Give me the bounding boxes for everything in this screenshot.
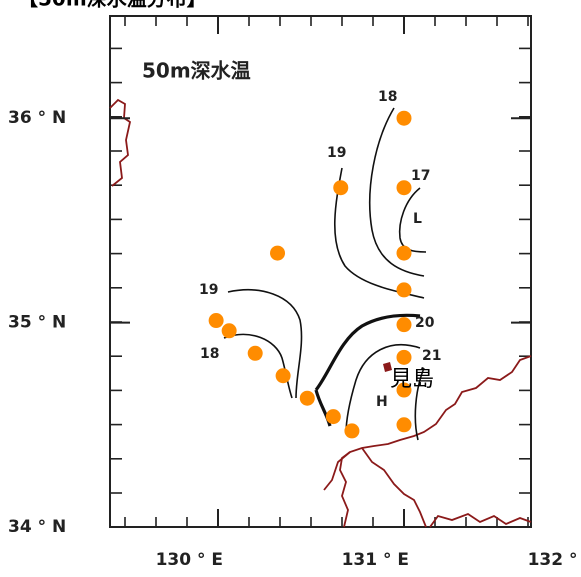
coastline <box>361 447 427 528</box>
station <box>270 245 286 261</box>
station <box>325 409 341 425</box>
station <box>299 390 315 406</box>
station <box>396 245 412 261</box>
contour-label: 19 <box>199 282 218 298</box>
station <box>275 368 291 384</box>
island <box>383 362 392 372</box>
isotherm <box>369 107 425 277</box>
place-label: 見島 <box>390 367 434 392</box>
isotherm <box>227 289 303 399</box>
station <box>396 317 412 333</box>
title-box <box>136 54 300 90</box>
station <box>396 110 412 126</box>
station <box>247 345 263 361</box>
x-tick-label: 131 ° E <box>342 550 409 570</box>
station <box>208 313 224 329</box>
station <box>344 423 360 439</box>
coastline <box>339 355 532 528</box>
stations <box>208 110 412 439</box>
coastline <box>323 451 351 491</box>
contour-label: 18 <box>200 346 219 362</box>
page-title: 【50m深水温分布】 <box>18 0 207 11</box>
contour-label: 20 <box>415 315 435 331</box>
station <box>396 180 412 196</box>
coastline <box>109 98 132 187</box>
station <box>396 417 412 433</box>
x-tick-label: 130 ° E <box>156 550 223 570</box>
map-frame <box>109 15 532 528</box>
y-tick-label: 36 ° N <box>8 108 66 128</box>
x-tick-label: 132 ° E <box>528 550 581 570</box>
contour-label: L <box>413 211 422 227</box>
contour-label: H <box>376 394 388 410</box>
y-tick-label: 34 ° N <box>8 517 66 537</box>
isotherm <box>345 344 421 435</box>
contour-label: 17 <box>411 168 430 184</box>
station <box>396 382 412 398</box>
contour-label: 21 <box>422 348 441 364</box>
contour-label: 19 <box>327 145 346 161</box>
coastline <box>429 512 532 528</box>
panel-title: 50m深水温 <box>142 59 251 83</box>
station <box>396 282 412 298</box>
station <box>396 349 412 365</box>
isotherm <box>223 333 293 399</box>
isotherm <box>398 187 427 253</box>
station <box>221 323 237 339</box>
station <box>333 180 349 196</box>
isotherm <box>414 367 425 441</box>
y-tick-label: 35 ° N <box>8 313 66 333</box>
contour-label: 18 <box>378 89 397 105</box>
